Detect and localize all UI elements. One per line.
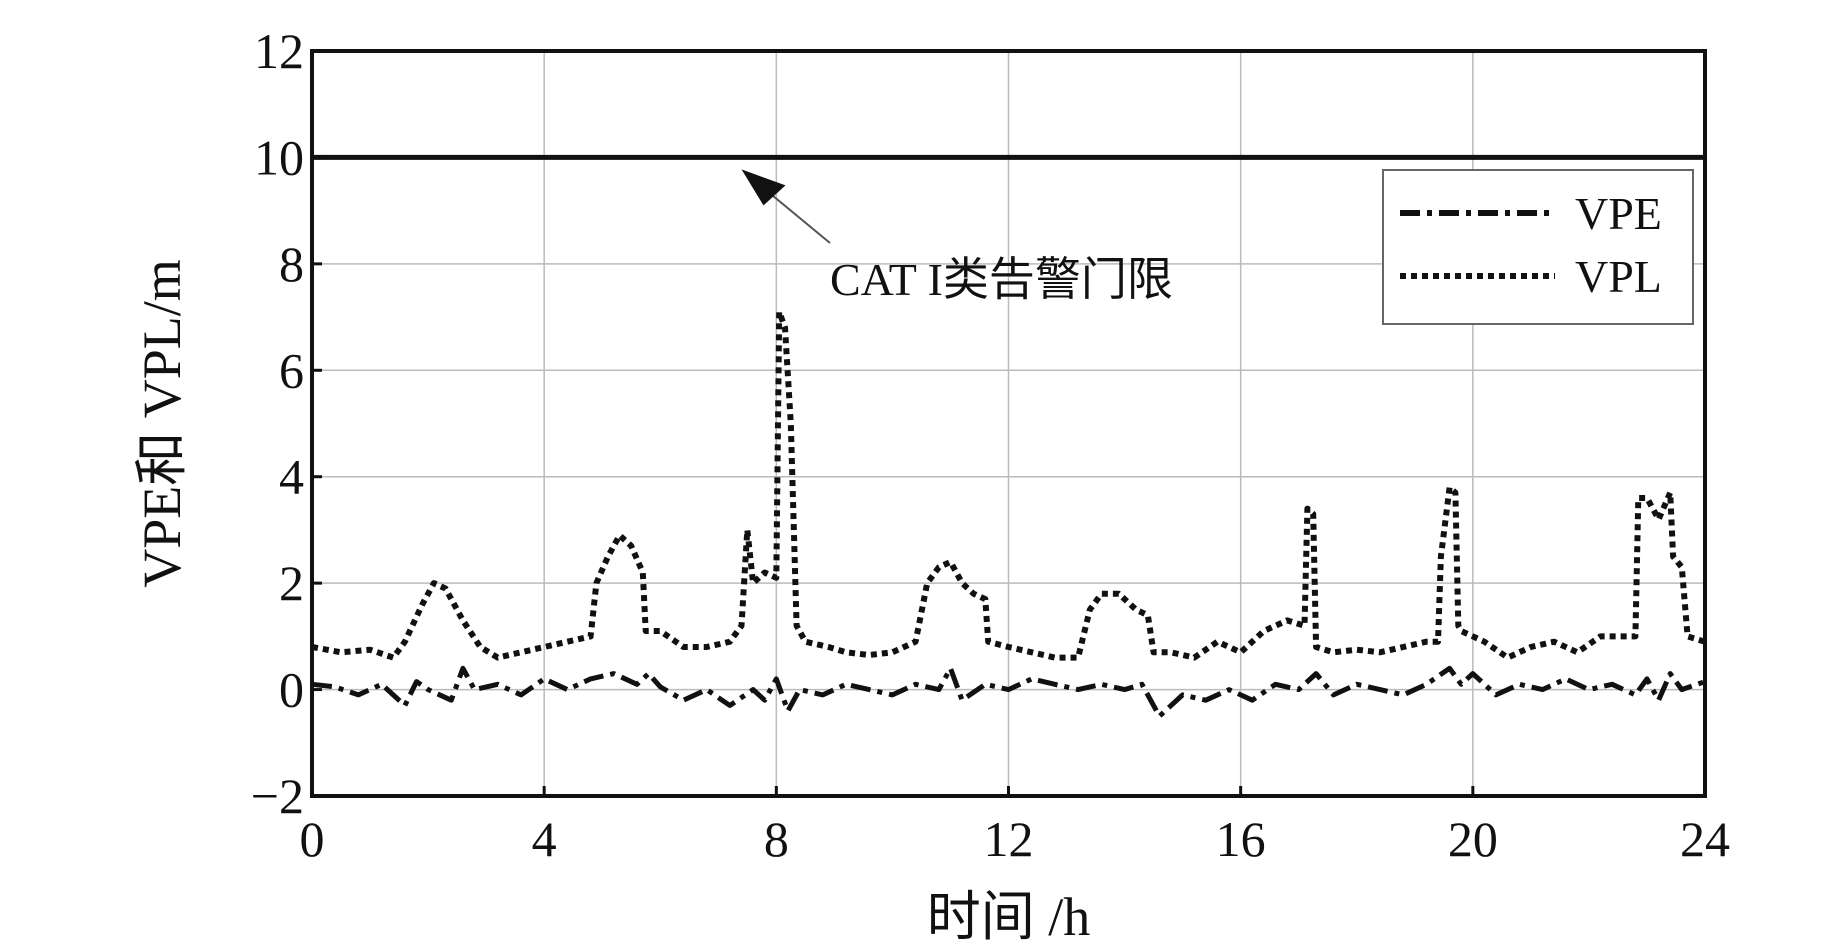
legend: VPE VPL	[1382, 169, 1694, 325]
annotation: CAT I类告警门限	[741, 169, 1173, 305]
series-layer	[311, 308, 1706, 719]
y-tick-label: 12	[254, 23, 304, 79]
x-tick-label: 4	[532, 811, 557, 867]
annotation-arrowhead	[741, 169, 786, 206]
x-tick-label: 20	[1448, 811, 1498, 867]
y-tick-label: 10	[254, 129, 304, 185]
y-tick-label: 0	[279, 662, 304, 718]
legend-label-vpe: VPE	[1575, 188, 1662, 239]
x-tick-label: 8	[764, 811, 789, 867]
y-tick-label: −2	[251, 768, 304, 824]
x-axis-label: 时间 /h	[927, 887, 1091, 945]
y-tick-label: 8	[279, 236, 304, 292]
legend-label-vpl: VPL	[1575, 251, 1662, 302]
x-tick-label: 16	[1216, 811, 1266, 867]
grid-layer	[311, 50, 1706, 797]
y-tick-label: 4	[279, 449, 304, 505]
legend-box	[1382, 169, 1694, 325]
x-tick-label: 0	[300, 811, 325, 867]
series-line-vpe	[311, 665, 1706, 719]
y-axis-label: VPE和 VPL/m	[132, 259, 192, 588]
y-tick-label: 2	[279, 555, 304, 611]
y-tick-label: 6	[279, 342, 304, 398]
x-tick-label: 24	[1680, 811, 1730, 867]
x-tick-label: 12	[984, 811, 1034, 867]
series-line-vpl	[311, 308, 1706, 661]
annotation-text: CAT I类告警门限	[830, 254, 1173, 305]
